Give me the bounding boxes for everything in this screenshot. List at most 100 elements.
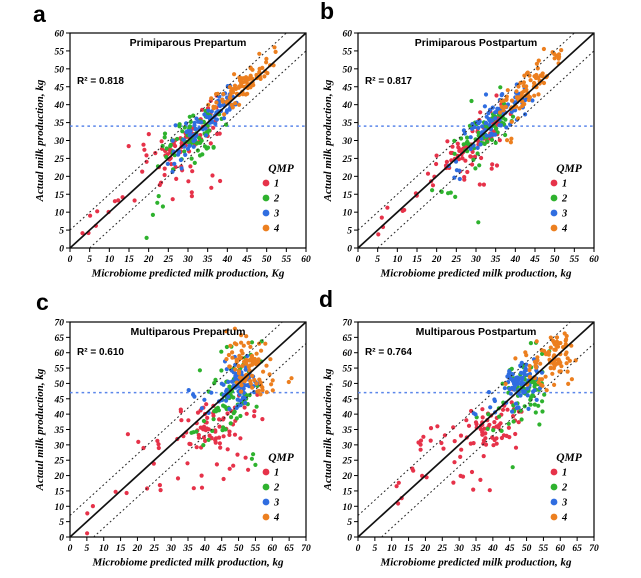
legend: QMP 1 2 3 4 bbox=[550, 452, 583, 524]
scatter-point bbox=[227, 432, 232, 437]
scatter-point bbox=[248, 379, 253, 384]
scatter-point bbox=[213, 105, 218, 110]
scatter-point bbox=[500, 407, 506, 412]
scatter-point bbox=[527, 363, 532, 369]
scatter-point bbox=[206, 102, 211, 107]
scatter-point bbox=[540, 71, 545, 76]
scatter-point bbox=[471, 441, 476, 446]
scatter-point bbox=[199, 138, 204, 143]
scatter-point bbox=[562, 331, 567, 336]
scatter-point bbox=[213, 436, 219, 441]
scatter-point bbox=[157, 182, 162, 188]
scatter-point bbox=[116, 198, 121, 203]
scatter-point bbox=[483, 121, 488, 126]
scatter-point bbox=[563, 342, 568, 347]
scatter-point bbox=[222, 112, 227, 117]
scatter-point bbox=[441, 446, 446, 451]
scatter-point bbox=[185, 461, 190, 466]
scatter-point bbox=[480, 415, 485, 420]
scatter-point bbox=[534, 397, 539, 402]
legend-title: QMP bbox=[556, 163, 583, 175]
legend-marker-2 bbox=[262, 194, 270, 202]
scatter-point bbox=[160, 143, 165, 149]
scatter-point bbox=[540, 383, 545, 388]
reference-lines-layer bbox=[358, 33, 594, 248]
scatter-point bbox=[173, 123, 178, 128]
x-tick-label: 50 bbox=[550, 255, 560, 265]
scatter-point bbox=[249, 456, 254, 461]
scatter-point bbox=[269, 382, 274, 387]
scatter-point bbox=[187, 441, 192, 446]
reference-lines-layer bbox=[358, 322, 594, 537]
scatter-point bbox=[501, 98, 506, 103]
scatter-point bbox=[141, 142, 146, 147]
scatter-point bbox=[224, 122, 229, 127]
scatter-point bbox=[253, 462, 258, 467]
scatter-point bbox=[170, 197, 175, 202]
legend-item-label: 3 bbox=[273, 209, 279, 220]
scatter-point bbox=[461, 142, 466, 147]
legend-marker-2 bbox=[262, 483, 270, 491]
scatter-point bbox=[513, 356, 518, 361]
scatter-point bbox=[394, 484, 399, 489]
y-tick-label: 55 bbox=[343, 47, 353, 57]
scatter-point bbox=[508, 140, 513, 145]
legend-item-label: 1 bbox=[562, 468, 567, 479]
scatter-point bbox=[221, 425, 226, 430]
legend-item-label: 4 bbox=[273, 513, 279, 524]
scatter-point bbox=[195, 141, 200, 146]
panel-letter-a: a bbox=[33, 1, 46, 27]
scatter-point bbox=[510, 114, 516, 119]
scatter-point bbox=[184, 121, 189, 126]
legend-marker-4 bbox=[262, 513, 270, 521]
scatter-point bbox=[194, 116, 199, 121]
scatter-point bbox=[257, 377, 262, 382]
scatter-point bbox=[532, 93, 537, 98]
y-tick-label: 30 bbox=[342, 137, 353, 147]
scatter-point bbox=[445, 139, 450, 144]
legend-item-label: 2 bbox=[273, 483, 280, 494]
x-tick-label: 15 bbox=[404, 544, 414, 554]
scatter-point bbox=[191, 144, 196, 149]
scatter-point bbox=[503, 132, 508, 138]
x-tick-label: 55 bbox=[251, 544, 261, 554]
scatter-point bbox=[164, 154, 169, 160]
scatter-point bbox=[173, 143, 178, 149]
legend-item-label: 3 bbox=[561, 498, 567, 509]
scatter-series-4 bbox=[224, 326, 294, 397]
scatter-point bbox=[481, 182, 486, 187]
scatter-point bbox=[248, 344, 253, 349]
x-tick-label: 70 bbox=[301, 544, 311, 554]
scatter-point bbox=[250, 373, 255, 378]
scatter-points-layer bbox=[376, 46, 564, 237]
scatter-point bbox=[209, 390, 214, 395]
scatter-point bbox=[264, 363, 269, 368]
scatter-point bbox=[396, 480, 401, 485]
scatter-point bbox=[236, 403, 241, 408]
scatter-point bbox=[536, 58, 541, 63]
x-tick-label: 55 bbox=[570, 255, 580, 265]
x-tick-label: 5 bbox=[375, 255, 380, 265]
x-tick-label: 55 bbox=[539, 544, 549, 554]
x-tick-label: 45 bbox=[241, 255, 252, 265]
scatter-point bbox=[194, 429, 199, 434]
scatter-point bbox=[499, 93, 504, 98]
scatter-point bbox=[506, 421, 511, 426]
scatter-point bbox=[192, 137, 198, 142]
scatter-point bbox=[256, 388, 261, 393]
legend-item-label: 1 bbox=[274, 179, 279, 190]
scatter-point bbox=[254, 404, 259, 409]
scatter-point bbox=[113, 489, 118, 494]
x-tick-label: 15 bbox=[412, 255, 422, 265]
scatter-point bbox=[221, 382, 226, 387]
scatter-point bbox=[494, 441, 499, 446]
legend-marker-4 bbox=[550, 513, 558, 521]
scatter-point bbox=[505, 374, 510, 379]
y-tick-label: 25 bbox=[54, 155, 65, 165]
legend-title: QMP bbox=[268, 452, 295, 464]
y-tick-label: 60 bbox=[343, 349, 353, 359]
scatter-point bbox=[85, 531, 90, 536]
scatter-point bbox=[486, 390, 491, 395]
scatter-point bbox=[144, 235, 149, 240]
scatter-point bbox=[257, 70, 262, 75]
